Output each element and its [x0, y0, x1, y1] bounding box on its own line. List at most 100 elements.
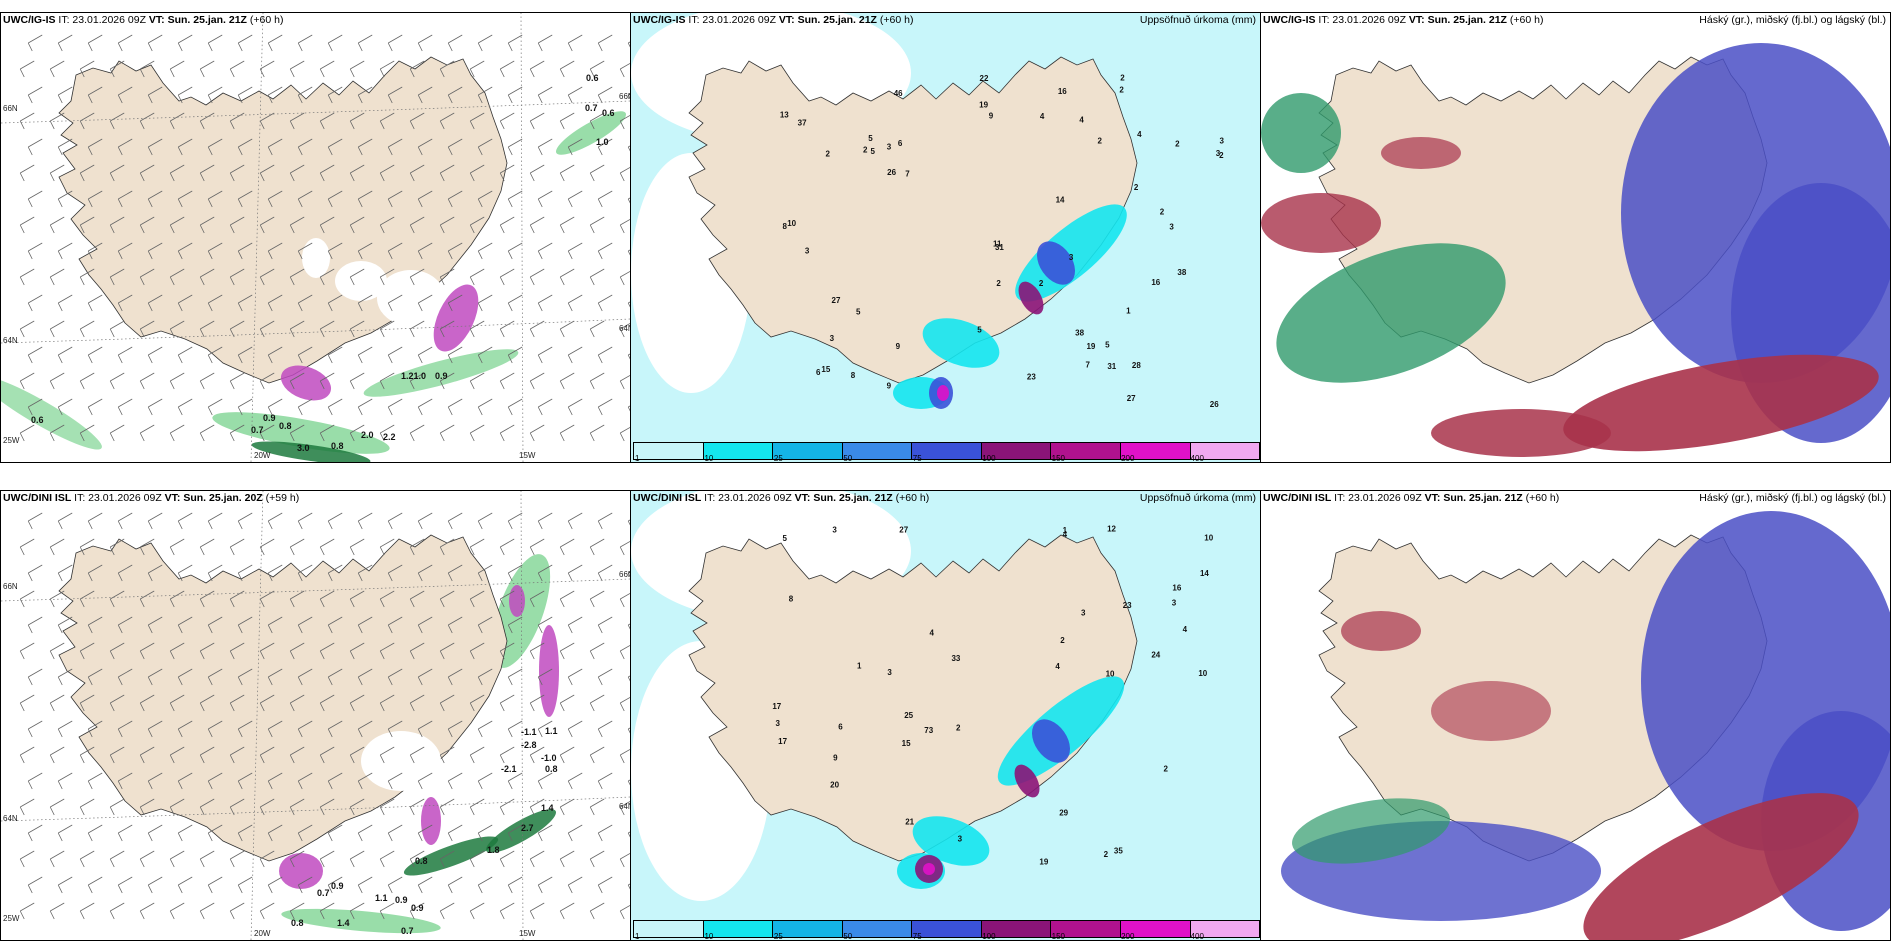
- value-label: 9: [833, 753, 838, 762]
- shaded-area: [1431, 681, 1551, 741]
- value-label: 0.6: [602, 108, 615, 118]
- colorbar-segment: [1190, 921, 1260, 937]
- shaded-area: [923, 863, 935, 875]
- value-label: 1.8: [487, 845, 500, 855]
- value-label: 3: [1081, 609, 1086, 618]
- wind-barbs: [19, 512, 630, 920]
- value-label: 1.4: [337, 918, 350, 928]
- value-label: 23: [1027, 372, 1036, 381]
- value-label: 3: [832, 526, 837, 535]
- shaded-area: [377, 270, 445, 326]
- value-label: 5: [868, 134, 873, 143]
- colorbar-tick-label: 150: [1051, 454, 1066, 463]
- colorbar-segment: [1120, 443, 1191, 459]
- value-label: 0.7: [251, 425, 264, 435]
- shaded-area: [1431, 409, 1611, 457]
- shaded-area: [1292, 798, 1450, 864]
- colorbar-tick-label: 1: [635, 932, 640, 941]
- map-panel-bottom-middle: UWC/DINI ISL IT: 23.01.2026 09Z VT: Sun.…: [630, 490, 1261, 941]
- value-label: 23: [1123, 601, 1132, 610]
- shaded-area: [361, 731, 441, 791]
- value-label: 0.7: [401, 926, 414, 936]
- wind-precip-map: -1.1-2.8-1.00.8-2.11.11.42.71.80.90.81.1…: [1, 491, 630, 940]
- value-label: 2: [1160, 207, 1165, 216]
- value-label: 26: [1210, 400, 1219, 409]
- value-label: 2: [996, 279, 1001, 288]
- value-label: 26: [887, 168, 896, 177]
- colorbar-tick-label: 10: [704, 454, 714, 463]
- colorbar-tick-label: 50: [843, 454, 853, 463]
- value-label: 4: [1183, 625, 1188, 634]
- value-label: 11: [993, 239, 1002, 248]
- value-label: 2: [863, 145, 868, 154]
- value-label: -2.8: [521, 740, 537, 750]
- panel-variable-title: Uppsöfnuð úrkoma (mm): [1139, 492, 1256, 504]
- colorbar-segment: [981, 921, 1052, 937]
- panel-title: UWC/IG-IS IT: 23.01.2026 09Z VT: Sun. 25…: [1263, 14, 1544, 26]
- map-panel-top-right: UWC/IG-IS IT: 23.01.2026 09Z VT: Sun. 25…: [1260, 12, 1891, 463]
- colorbar-segment: [981, 443, 1052, 459]
- value-label: 16: [1058, 87, 1067, 96]
- wind-precip-map: 0.6 0.7 0.6 1.0 1.21.0 0.9 0.9 0.7 0.8 3.0 0.8 2.0 2…: [1, 13, 630, 462]
- value-label: 28: [1132, 361, 1141, 370]
- colorbar-segment: [1051, 921, 1121, 937]
- colorbar-segment: [703, 921, 774, 937]
- value-label: 0.7: [317, 888, 330, 898]
- value-label: 19: [1039, 857, 1048, 866]
- value-label: 33: [951, 654, 960, 663]
- shaded-area: [486, 809, 556, 853]
- value-label: 3: [887, 668, 892, 677]
- value-label: 5: [856, 308, 861, 317]
- colorbar-tick-label: 200: [1121, 932, 1135, 941]
- value-label: 10: [1106, 669, 1115, 678]
- value-label: 0.9: [435, 371, 448, 381]
- value-label: 31: [995, 243, 1004, 252]
- value-label: 4: [1040, 112, 1045, 121]
- value-label: 9: [896, 342, 901, 351]
- shaded-area: [1261, 193, 1381, 253]
- value-label: 2: [1219, 151, 1224, 160]
- value-label: 12: [1107, 525, 1116, 534]
- value-label: 1: [857, 661, 862, 670]
- shaded-area: [1015, 204, 1127, 302]
- panel-variable-title: Háský (gr.), miðský (fj.bl.) og lágský (…: [1699, 492, 1886, 504]
- value-label: 4: [1079, 115, 1084, 124]
- value-label: 8: [851, 371, 856, 380]
- value-label: 1.0: [596, 137, 609, 147]
- shaded-area: [279, 853, 323, 889]
- value-label: 10: [1198, 669, 1207, 678]
- value-label: 27: [899, 526, 908, 535]
- colorbar-tick-label: 200: [1121, 454, 1135, 463]
- value-label: 3: [805, 247, 810, 256]
- value-label: 14: [1056, 196, 1065, 205]
- shaded-area: [1018, 281, 1044, 315]
- value-label: 4: [1137, 130, 1142, 139]
- shaded-area: [1036, 241, 1076, 285]
- value-label: 73: [924, 726, 933, 735]
- value-label: 10: [1204, 533, 1213, 542]
- value-label: 14: [1200, 569, 1209, 578]
- graticule: [1, 13, 630, 462]
- colorbar-tick-label: 100: [982, 454, 996, 463]
- value-label: 20: [830, 780, 839, 789]
- value-label: 3: [830, 334, 835, 343]
- value-label: 5: [977, 325, 982, 334]
- value-label: 0.8: [545, 764, 558, 774]
- colorbar-tick-label: 10: [704, 932, 714, 941]
- shaded-area: [430, 773, 482, 809]
- colorbar-segment: [1120, 921, 1191, 937]
- value-label: 1.1: [545, 726, 558, 736]
- value-label: 5: [871, 147, 876, 156]
- value-label: 2: [1175, 140, 1180, 149]
- value-label: 0.8: [279, 421, 292, 431]
- shaded-area: [509, 585, 525, 617]
- shaded-area: [1583, 793, 1859, 940]
- value-label: -1.0: [541, 753, 557, 763]
- colorbar-tick-label: 75: [912, 454, 922, 463]
- value-label: 2: [1039, 279, 1044, 288]
- grid-label: 15W: [519, 929, 536, 938]
- panel-title: UWC/DINI ISL IT: 23.01.2026 09Z VT: Sun.…: [3, 492, 300, 504]
- value-label: 38: [1177, 268, 1186, 277]
- wind-barbs: [19, 34, 630, 442]
- value-label: 7: [1086, 360, 1091, 369]
